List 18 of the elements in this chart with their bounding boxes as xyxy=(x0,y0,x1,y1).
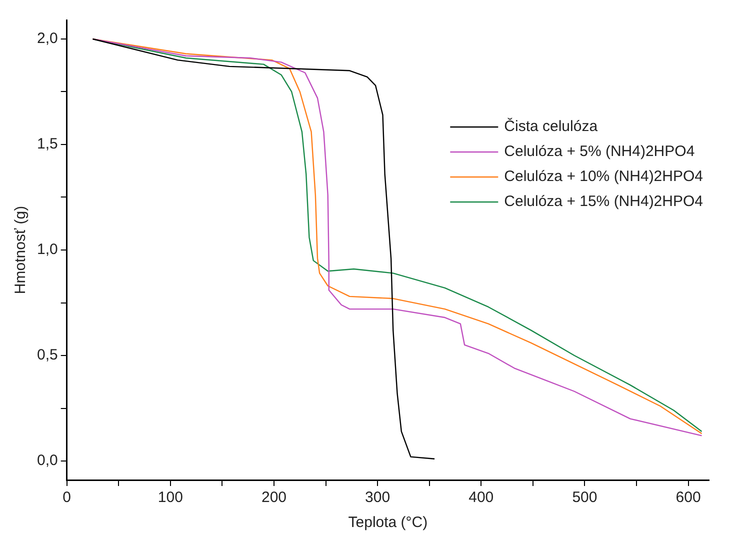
x-tick-label: 0 xyxy=(62,489,72,506)
x-tick-label: 600 xyxy=(676,489,701,506)
y-tick-label: 0,5 xyxy=(36,346,58,364)
y-tick-label: 1,5 xyxy=(36,136,58,153)
y-tick-label: 2,0 xyxy=(36,30,58,48)
y-axis-title: Hmotnosť (g) xyxy=(12,206,30,294)
x-tick-label: 400 xyxy=(468,489,494,506)
x-tick-label: 100 xyxy=(158,489,183,506)
legend-label: Celulóza + 10% (NH4)2HPO4 xyxy=(504,168,704,186)
x-tick-label: 300 xyxy=(365,489,390,506)
y-tick-label: 0,0 xyxy=(36,452,58,470)
legend-label: Celulóza + 5% (NH4)2HPO4 xyxy=(504,143,695,160)
legend-label: Čista celulóza xyxy=(504,117,598,136)
x-tick-label: 500 xyxy=(572,489,598,506)
x-tick-label: 200 xyxy=(261,489,287,506)
y-tick-label: 1,0 xyxy=(36,241,58,258)
x-axis-title: Teplota (°C) xyxy=(348,514,428,532)
legend-label: Celulóza + 15% (NH4)2HPO4 xyxy=(504,193,704,210)
